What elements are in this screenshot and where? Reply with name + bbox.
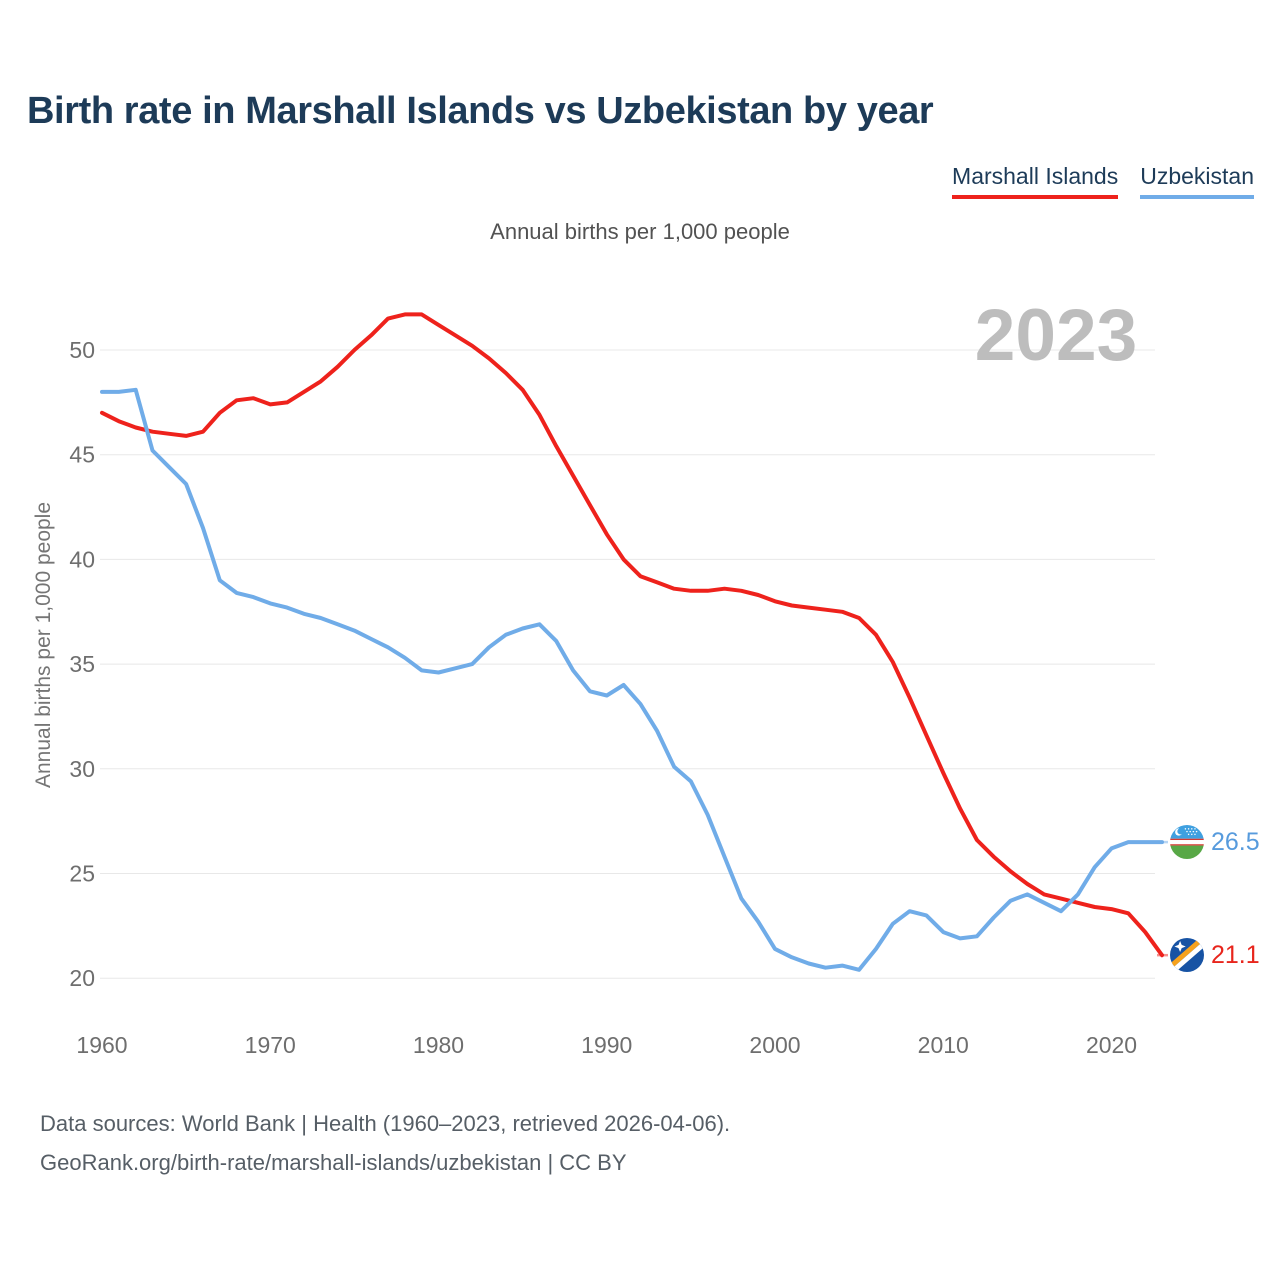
x-tick-label: 1970 [245,1032,296,1058]
y-tick-label: 35 [69,651,95,677]
legend-item-marshall-islands[interactable]: Marshall Islands [952,163,1119,199]
x-tick-label: 1960 [76,1032,127,1058]
y-tick-label: 30 [69,756,95,782]
series-line-uzbekistan [100,387,1164,972]
y-tick-label: 25 [69,861,95,887]
chart-subtitle: Annual births per 1,000 people [490,219,790,244]
footer-url-line[interactable]: GeoRank.org/birth-rate/marshall-islands/… [40,1150,627,1175]
footer-sources-line: Data sources: World Bank | Health (1960–… [40,1111,731,1136]
end-label-marshall-islands: 21.1 [1170,938,1260,973]
legend: Marshall Islands Uzbekistan [952,163,1254,199]
legend-label: Marshall Islands [952,163,1119,189]
x-tick-label: 2000 [749,1032,800,1058]
y-tick-label: 20 [69,965,95,991]
axis-ticks: 20 25 30 35 40 45 50 1960 1970 1980 1990 2000 2010 20… [69,337,1137,1058]
footer: Data sources: World Bank | Health (1960–… [40,1104,730,1182]
x-tick-label: 2010 [918,1032,969,1058]
legend-label: Uzbekistan [1140,163,1254,189]
year-watermark: 2023 [975,295,1137,376]
end-label-uzbekistan: 26.5 [1170,825,1260,860]
y-tick-label: 50 [69,337,95,363]
y-tick-label: 40 [69,546,95,572]
series-lines [100,312,1168,972]
x-tick-label: 1990 [581,1032,632,1058]
legend-item-uzbekistan[interactable]: Uzbekistan [1140,163,1254,199]
x-tick-label: 1980 [413,1032,464,1058]
series-line-marshall-islands [100,312,1164,958]
end-value-marshall-islands: 21.1 [1211,940,1260,969]
uzbekistan-flag-icon [1170,825,1204,860]
marshall-islands-flag-icon [1170,938,1204,973]
page-title: Birth rate in Marshall Islands vs Uzbeki… [27,90,934,132]
x-tick-label: 2020 [1086,1032,1137,1058]
gridlines [100,349,1155,979]
end-value-uzbekistan: 26.5 [1211,827,1260,856]
y-tick-label: 45 [69,442,95,468]
